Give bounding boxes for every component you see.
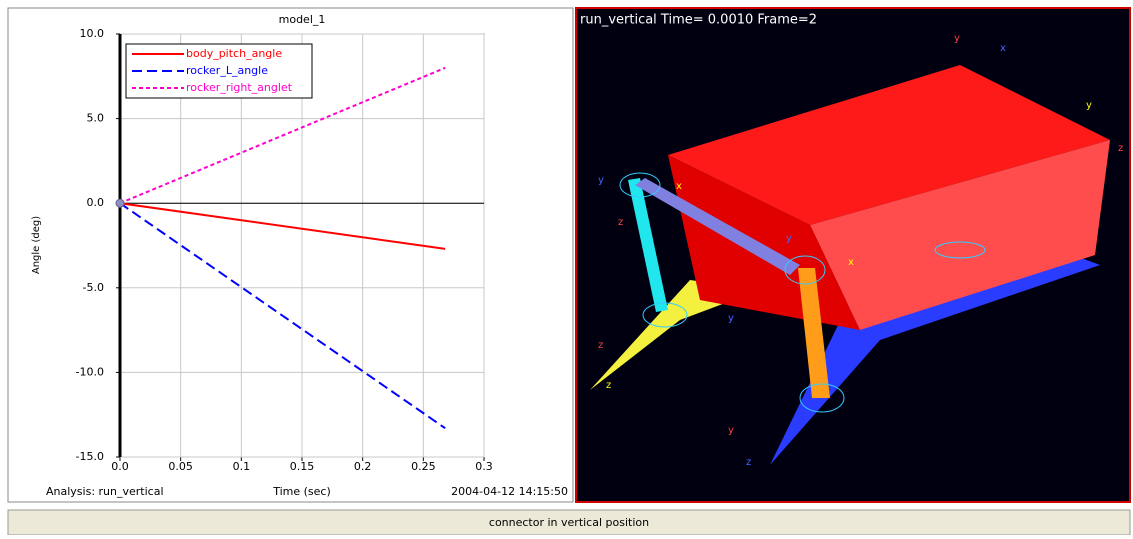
legend-label: body_pitch_angle — [186, 47, 282, 60]
y-tick-label: 5.0 — [87, 112, 105, 125]
x-tick-label: 0.25 — [411, 460, 436, 473]
x-tick-label: 0.0 — [111, 460, 129, 473]
triad-label: y — [954, 33, 960, 44]
triad-label: y — [728, 313, 734, 324]
triad-label: y — [786, 233, 792, 244]
legend-label: rocker_right_anglet — [186, 81, 293, 94]
x-tick-label: 0.15 — [290, 460, 315, 473]
origin-marker — [116, 199, 124, 207]
x-tick-label: 0.2 — [354, 460, 372, 473]
triad-label: y — [598, 175, 604, 186]
3d-viewport: run_vertical Time= 0.0010 Frame=2 y x y z y x… — [576, 8, 1130, 502]
triad-label: y — [1086, 100, 1092, 111]
app-window: model_1 Angle (deg) Time (sec) Analysis:… — [0, 0, 1133, 535]
triad-label: x — [676, 181, 682, 192]
triad-label: x — [1000, 43, 1006, 54]
triad-label: x — [848, 257, 854, 268]
x-axis-label: Time (sec) — [272, 485, 331, 498]
x-tick-label: 0.1 — [233, 460, 251, 473]
y-tick-label: -15.0 — [76, 450, 104, 463]
viewport-caption: run_vertical Time= 0.0010 Frame=2 — [580, 13, 817, 28]
footer-left: Analysis: run_vertical — [46, 485, 164, 498]
y-tick-label: -5.0 — [83, 281, 104, 294]
triad-label: z — [1118, 143, 1123, 154]
legend-label: rocker_L_angle — [186, 64, 268, 77]
y-tick-label: -10.0 — [76, 365, 104, 378]
y-axis-label: Angle (deg) — [31, 216, 42, 274]
x-tick-label: 0.3 — [475, 460, 493, 473]
footer-right: 2004-04-12 14:15:50 — [451, 485, 568, 498]
chart-title: model_1 — [279, 13, 326, 26]
triad-label: z — [618, 217, 623, 228]
y-tick-label: 0.0 — [87, 196, 105, 209]
y-tick-label: 10.0 — [80, 27, 105, 40]
triad-label: z — [598, 340, 603, 351]
x-tick-label: 0.05 — [168, 460, 193, 473]
triad-label: y — [728, 425, 734, 436]
status-text: connector in vertical position — [489, 516, 649, 529]
triad-label: z — [606, 380, 611, 391]
triad-label: z — [746, 457, 751, 468]
